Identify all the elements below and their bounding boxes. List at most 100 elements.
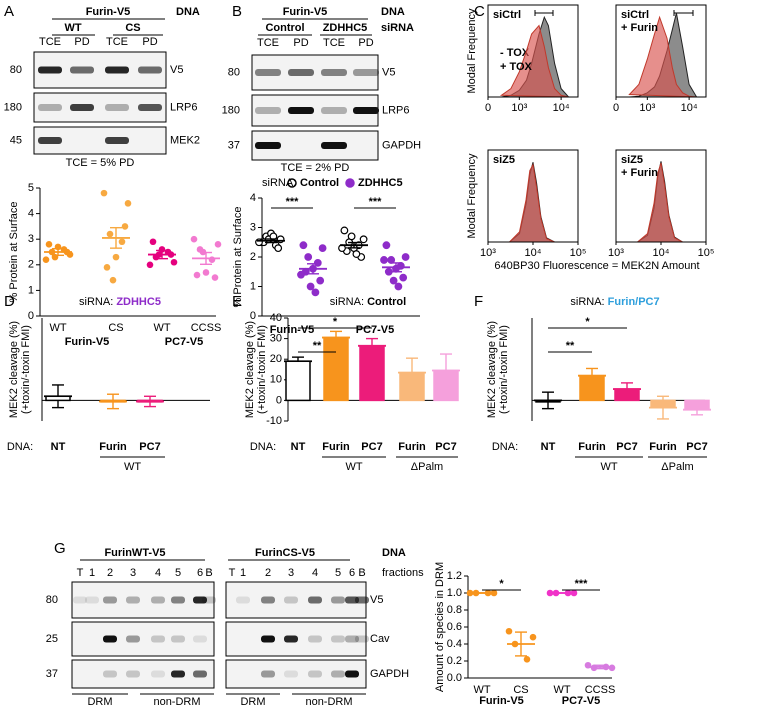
lane-label: 1 — [89, 567, 95, 579]
significance-label: ** — [566, 340, 575, 352]
mw-label: 25 — [46, 633, 58, 645]
x-tick-label: 10³ — [480, 247, 496, 259]
legend-title: siRNA: — [262, 177, 296, 189]
lane-label: T — [229, 567, 236, 579]
legend-label: Control — [300, 177, 339, 189]
band — [38, 66, 62, 74]
row-label: V5 — [170, 64, 183, 76]
title-prefix: siRNA: — [330, 296, 364, 308]
panel-label: C — [474, 3, 485, 20]
group-label: PC7-V5 — [562, 695, 601, 707]
group-label: PC7-V5 — [165, 336, 204, 348]
y-tick-label: 5 — [28, 182, 34, 194]
lane-label: 6 — [349, 567, 355, 579]
group-label: ZDHHC5 — [323, 22, 368, 34]
x-tick-label: Furin — [398, 441, 426, 453]
band — [355, 635, 369, 643]
band — [345, 670, 359, 678]
category-axis-label: DNA: — [7, 441, 33, 453]
band — [193, 635, 207, 643]
band — [85, 596, 99, 604]
data-point — [380, 256, 388, 264]
blot-strip — [71, 621, 215, 657]
significance-label: * — [499, 578, 504, 590]
band — [261, 635, 275, 643]
band — [126, 670, 140, 678]
band — [284, 635, 298, 643]
data-point — [505, 627, 513, 635]
x-tick-label: 10⁵ — [570, 247, 587, 259]
significance-label: * — [333, 316, 338, 328]
panel-title: + Furin — [621, 22, 658, 34]
band — [331, 635, 345, 643]
y-tick-label: 3 — [28, 233, 34, 245]
lane-label: 5 — [335, 567, 341, 579]
panel-label: D — [4, 293, 15, 310]
data-point — [316, 276, 325, 285]
y-tick-label: -10 — [266, 415, 282, 427]
x-tick-label: Furin — [649, 441, 677, 453]
data-point — [106, 230, 114, 238]
region-label: non-DRM — [305, 696, 352, 708]
title-name: Control — [367, 296, 406, 308]
band — [193, 596, 207, 604]
band — [308, 596, 322, 604]
bar — [684, 399, 710, 411]
band — [261, 596, 275, 604]
lane-label: 6 — [197, 567, 203, 579]
group-label: WT — [600, 461, 617, 473]
x-tick-label: 10⁴ — [553, 102, 570, 114]
title-prefix: siRNA: — [570, 296, 604, 308]
data-point — [190, 235, 198, 243]
data-point — [42, 256, 50, 263]
band — [321, 142, 347, 149]
title-name: Furin/PC7 — [608, 296, 660, 308]
x-tick-label: PC7 — [435, 441, 456, 453]
lane-label: TCE — [257, 37, 279, 49]
lane-label: 3 — [130, 567, 136, 579]
band — [202, 596, 216, 604]
density-area — [636, 162, 683, 243]
data-point — [352, 250, 361, 258]
bar — [535, 399, 561, 403]
band — [70, 66, 94, 74]
band — [255, 107, 281, 114]
panel-label: F — [474, 293, 483, 310]
significance-label: ** — [313, 340, 322, 352]
x-tick-label: NT — [51, 441, 66, 453]
data-point — [318, 244, 327, 253]
band — [255, 69, 281, 76]
sirna-label: siRNA — [381, 22, 414, 34]
y-axis-label: (+toxin/-toxin FMI) — [20, 325, 32, 414]
title-name: ZDHHC5 — [116, 296, 161, 308]
panel-title: siCtrl — [493, 9, 521, 21]
blot-strip — [71, 659, 215, 689]
band — [171, 596, 185, 604]
dna-label: DNA — [381, 6, 405, 18]
row-label: LRP6 — [170, 101, 198, 113]
band — [308, 670, 322, 678]
mw-label: 80 — [10, 64, 22, 76]
y-axis-label: Amount of species in DRM — [434, 562, 446, 692]
lane-label: 1 — [240, 567, 246, 579]
bracket — [534, 10, 554, 16]
blot-header: Furin-V5 — [86, 6, 131, 18]
y-tick-label: 2 — [28, 259, 34, 271]
x-tick-label: CCSS — [585, 684, 616, 696]
data-point — [306, 282, 315, 291]
y-tick-label: 40 — [270, 312, 282, 324]
data-point — [45, 241, 53, 248]
group-label: WT — [64, 22, 81, 34]
y-axis-label: % Protein at Surface — [8, 202, 20, 303]
x-tick-label: PC7 — [616, 441, 637, 453]
lane-label: B — [205, 567, 212, 579]
data-point — [193, 271, 201, 279]
x-tick-label: PC7 — [139, 441, 160, 453]
group-label: Furin-V5 — [270, 324, 315, 336]
x-tick-label: Furin — [578, 441, 606, 453]
band — [103, 670, 117, 678]
band — [321, 107, 347, 114]
data-point — [118, 238, 126, 246]
data-point — [109, 276, 117, 284]
